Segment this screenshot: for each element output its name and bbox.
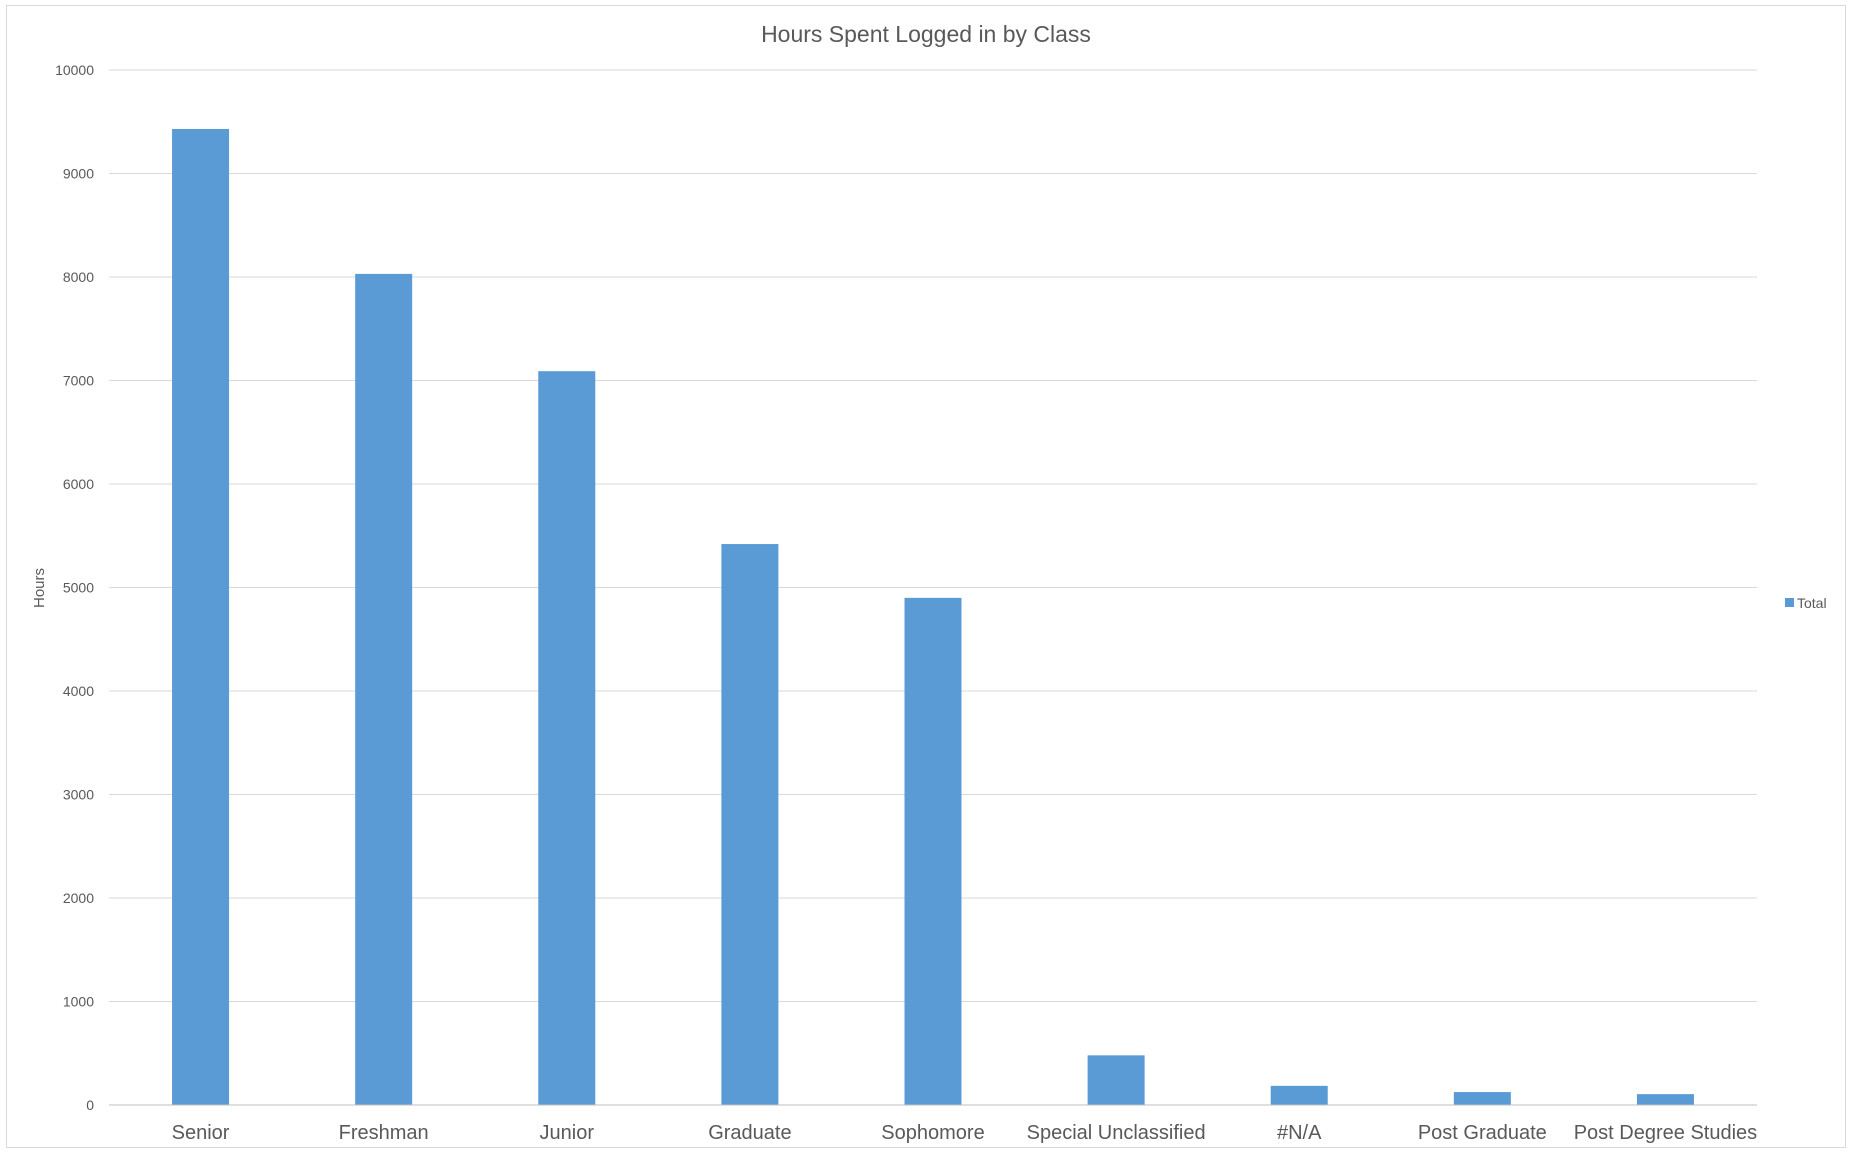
y-tick-label: 1000 — [63, 994, 94, 1010]
x-axis-ticks: Senior Freshman Junior Graduate Sophomore Spe… — [172, 1122, 1758, 1144]
x-tick-label: #N/A — [1277, 1122, 1322, 1144]
y-tick-label: 10000 — [55, 62, 94, 78]
x-tick-label: Graduate — [708, 1122, 791, 1144]
y-tick-label: 5000 — [63, 580, 94, 596]
bar-graduate — [721, 544, 779, 1105]
bar-senior — [172, 128, 230, 1105]
bar-freshman — [355, 273, 413, 1105]
x-tick-label: Senior — [172, 1122, 230, 1144]
y-tick-label: 9000 — [63, 166, 94, 182]
bar-post-graduate — [1453, 1092, 1511, 1105]
x-tick-label: Post Graduate — [1418, 1122, 1547, 1144]
y-axis-ticks: 0 1000 2000 3000 4000 5000 6000 7000 8000 9000 100… — [55, 62, 94, 1113]
y-tick-label: 0 — [86, 1097, 94, 1113]
legend-label-total: Total — [1797, 595, 1827, 611]
x-tick-label: Freshman — [339, 1122, 429, 1144]
bar-junior — [538, 371, 596, 1105]
bar-n-a — [1270, 1085, 1328, 1105]
bar-special-unclassified — [1087, 1055, 1145, 1105]
bars — [172, 128, 1694, 1105]
x-tick-label: Sophomore — [881, 1122, 984, 1144]
y-axis-label: Hours — [31, 568, 48, 608]
chart-title: Hours Spent Logged in by Class — [761, 21, 1091, 47]
x-tick-label: Post Degree Studies — [1574, 1122, 1757, 1144]
y-tick-label: 3000 — [63, 787, 94, 803]
legend: Total — [1785, 595, 1827, 611]
y-tick-label: 2000 — [63, 890, 94, 906]
x-tick-label: Special Unclassified — [1027, 1122, 1206, 1144]
legend-swatch-total — [1785, 598, 1794, 607]
y-tick-label: 8000 — [63, 269, 94, 285]
y-tick-label: 6000 — [63, 476, 94, 492]
y-tick-label: 7000 — [63, 373, 94, 389]
y-tick-label: 4000 — [63, 683, 94, 699]
x-tick-label: Junior — [540, 1122, 595, 1144]
bar-post-degree-studies — [1636, 1094, 1694, 1105]
bar-sophomore — [904, 597, 962, 1105]
